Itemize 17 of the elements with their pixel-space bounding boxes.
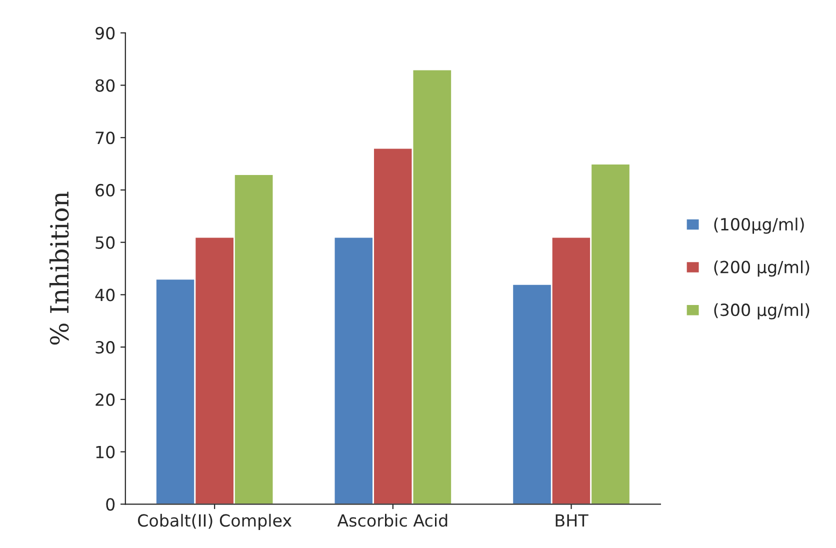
x-tick-label: Cobalt(II) Complex — [138, 514, 292, 530]
y-tick-label: 10 — [96, 446, 115, 458]
y-tick-label: 70 — [96, 132, 115, 144]
x-tick-label: BHT — [556, 514, 588, 527]
y-tick-label: 60 — [96, 184, 115, 197]
x-tick-label: Ascorbic Acid — [337, 514, 448, 527]
y-tick-label: 50 — [96, 236, 115, 249]
legend-label: (200 μg/ml) — [714, 260, 810, 277]
y-tick-label: 80 — [96, 79, 115, 92]
y-tick-label: 40 — [95, 288, 115, 302]
y-axis-title: % Inhibition — [49, 192, 69, 345]
y-tick-label: 90 — [96, 26, 115, 40]
y-tick-label: 0 — [106, 498, 115, 511]
legend-label: (100μg/ml) — [714, 218, 804, 234]
legend-label: (300 μg/ml) — [714, 303, 810, 320]
y-tick-label: 30 — [96, 341, 115, 354]
y-tick-label: 20 — [96, 393, 115, 406]
